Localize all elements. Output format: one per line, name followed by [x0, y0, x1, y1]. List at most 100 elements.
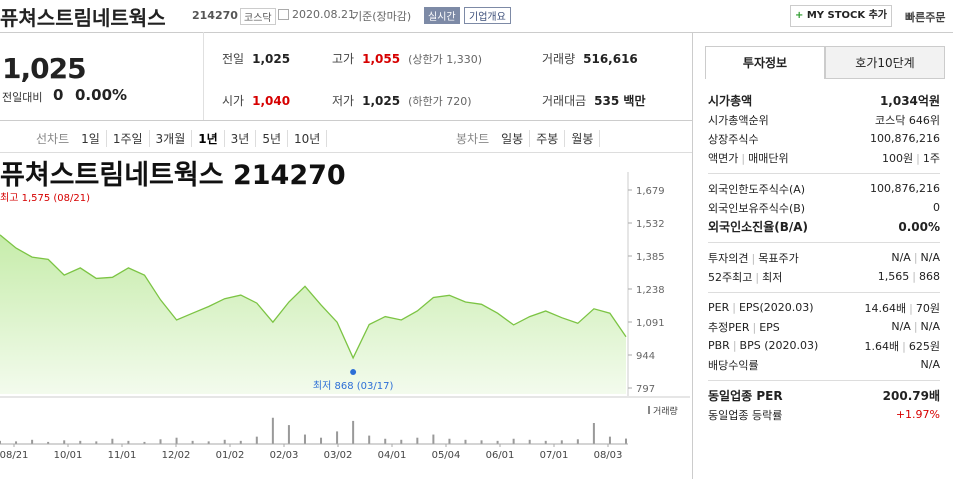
- change-label: 전일대비: [2, 91, 43, 104]
- info-tabs: 투자정보 호가10단계: [705, 46, 945, 79]
- quote-value: 535 백만: [594, 94, 646, 108]
- volume-bar: [255, 436, 258, 444]
- volume-bar: [448, 438, 451, 444]
- candle-tab[interactable]: 월봉: [565, 130, 601, 147]
- quote: 시가 1,040: [222, 92, 290, 109]
- label-part: EPS(2020.03): [738, 301, 814, 314]
- volume-bar: [336, 431, 339, 444]
- label-part: 매매단위: [748, 151, 789, 165]
- overview-button[interactable]: 기업개요: [464, 7, 511, 24]
- quote-label: 거래량: [542, 52, 576, 66]
- separator: |: [751, 251, 756, 265]
- period-tab[interactable]: 3년: [225, 130, 257, 147]
- quote: 고가 1,055 (상한가 1,330): [332, 50, 482, 67]
- separator: |: [752, 320, 757, 334]
- info-value: 1,565 | 868: [878, 270, 940, 283]
- info-value: 200.79배: [883, 387, 940, 404]
- info-row: 상장주식수 100,876,216: [708, 129, 940, 148]
- quote: 저가 1,025 (하한가 720): [332, 92, 472, 109]
- candle-tab[interactable]: 일봉: [495, 130, 531, 147]
- info-value: 100,876,216: [870, 182, 940, 195]
- quote-note: (하한가 720): [408, 95, 472, 108]
- info-row: 52주최고 | 최저 1,565 | 868: [708, 267, 940, 286]
- volume-bar: [352, 420, 355, 444]
- high-label: 최고 1,575 (08/21): [0, 192, 90, 204]
- price-area: [0, 234, 626, 394]
- y-tick-label: 1,238: [636, 285, 665, 296]
- low-label: 최저 868 (03/17): [313, 380, 394, 392]
- info-label: 상장주식수: [708, 131, 759, 147]
- info-label: 시가총액순위: [708, 112, 769, 128]
- info-row: 동일업종 PER 200.79배: [708, 386, 940, 405]
- volume-bar: [480, 440, 483, 444]
- info-tab[interactable]: 투자정보: [705, 46, 825, 79]
- quote-value: 1,055: [362, 52, 401, 66]
- x-tick-label: 03/02: [324, 450, 353, 461]
- volume-bar: [544, 440, 547, 444]
- realtime-badge[interactable]: 실시간: [424, 7, 460, 24]
- label-part: BPS (2020.03): [739, 339, 819, 352]
- info-value: 1,034억원: [880, 92, 940, 109]
- value-part: 14.64배: [864, 301, 907, 315]
- label-part: 투자의견: [708, 251, 749, 265]
- info-value: 0: [933, 201, 940, 214]
- quote-value: 1,025: [252, 52, 291, 66]
- separator: |: [741, 151, 746, 165]
- period-tab[interactable]: 3개월: [150, 130, 193, 147]
- volume-bar: [31, 439, 34, 444]
- info-value: N/A | N/A: [891, 251, 940, 264]
- change: 0: [53, 86, 64, 104]
- period-tab[interactable]: 1일: [75, 130, 107, 147]
- value-part: N/A: [920, 320, 940, 333]
- period-tab[interactable]: 5년: [256, 130, 289, 147]
- divider: [692, 32, 693, 479]
- volume-label: 거래량: [653, 405, 678, 417]
- label-part: PER: [708, 301, 730, 314]
- market-badge: 코스닥: [240, 8, 276, 25]
- volume-bar: [63, 440, 66, 444]
- quote-label: 시가: [222, 94, 245, 108]
- y-tick-label: 944: [636, 351, 655, 362]
- separator: |: [755, 270, 760, 284]
- x-tick-label: 02/03: [270, 450, 299, 461]
- volume-bar: [368, 435, 371, 444]
- info-group: 시가총액 1,034억원 시가총액순위 코스닥 646위 상장주식수 100,876,21…: [708, 86, 940, 173]
- candle-tabs: 봉차트 일봉 주봉 월봉: [450, 130, 601, 147]
- period-tab[interactable]: 1년: [192, 130, 225, 147]
- quote-value: 1,025: [362, 94, 401, 108]
- info-label: 배당수익률: [708, 357, 759, 373]
- info-row: 외국인소진율(B/A) 0.00%: [708, 217, 940, 236]
- value-part: N/A: [920, 251, 940, 264]
- label-part: 동일업종 등락률: [708, 408, 783, 422]
- label-part: 시가총액: [708, 94, 753, 108]
- calendar-icon: [278, 9, 289, 20]
- x-tick-label: 12/02: [162, 450, 191, 461]
- mystock-button[interactable]: + MY STOCK 추가: [790, 5, 892, 27]
- mystock-text: MY STOCK 추가: [806, 10, 888, 21]
- tab-label: 봉차트: [456, 132, 490, 146]
- divider: [203, 32, 204, 120]
- info-label: PER | EPS(2020.03): [708, 301, 814, 314]
- info-label: 추정PER | EPS: [708, 319, 780, 335]
- candle-tab[interactable]: 주봉: [530, 130, 566, 147]
- info-row: 외국인보유주식수(B) 0: [708, 198, 940, 217]
- separator: |: [916, 151, 920, 165]
- value-part: 0.00%: [898, 219, 940, 234]
- volume-bar: [384, 438, 387, 444]
- quick-order[interactable]: 빠른주문: [905, 11, 946, 24]
- info-label: 외국인보유주식수(B): [708, 200, 805, 216]
- info-tab[interactable]: 호가10단계: [825, 46, 945, 79]
- quote-label: 저가: [332, 94, 355, 108]
- info-label: 시가총액: [708, 92, 752, 109]
- period-tab[interactable]: 1주일: [107, 130, 150, 147]
- label-part: 시가총액순위: [708, 113, 769, 127]
- basis: 기준(장마감): [352, 10, 412, 23]
- volume-bar: [79, 440, 82, 444]
- label-part: 목표주가: [758, 251, 799, 265]
- info-row: 동일업종 등락률 +1.97%: [708, 405, 940, 424]
- value-part: 1주: [922, 151, 940, 165]
- stock-code: 214270: [192, 9, 238, 22]
- period-tab[interactable]: 10년: [288, 130, 328, 147]
- label-part: 최저: [762, 270, 783, 284]
